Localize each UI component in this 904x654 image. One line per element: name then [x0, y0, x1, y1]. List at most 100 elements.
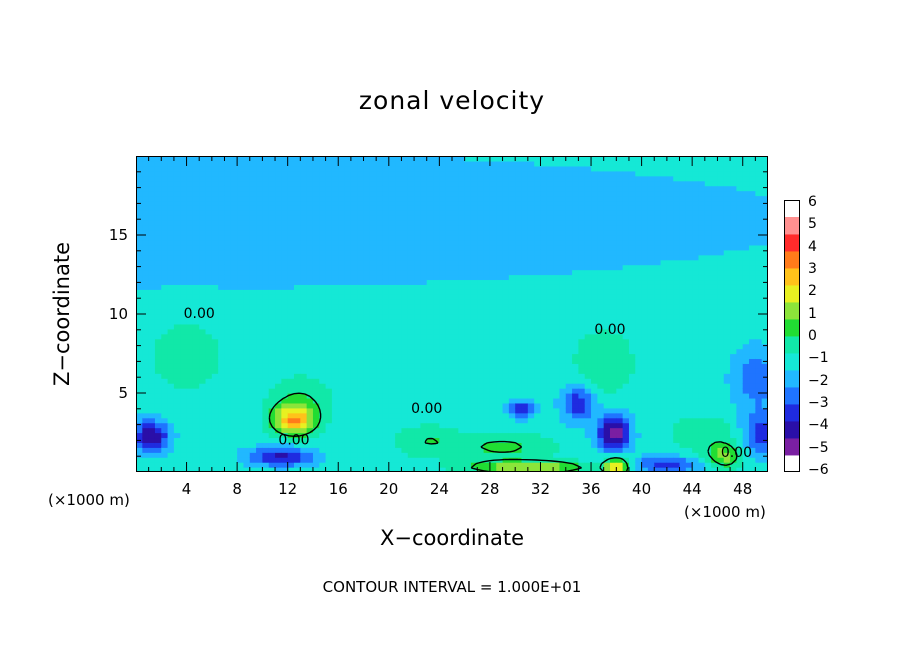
- heatmap-cell: [382, 156, 390, 162]
- heatmap-cell: [224, 333, 232, 340]
- heatmap-cell: [306, 353, 314, 360]
- heatmap-cell: [237, 368, 245, 374]
- heatmap-cell: [287, 427, 295, 434]
- heatmap-cell: [382, 353, 390, 360]
- heatmap-cell: [445, 160, 453, 167]
- heatmap-cell: [483, 170, 491, 177]
- heatmap-cell: [224, 427, 232, 434]
- heatmap-cell: [534, 373, 542, 379]
- heatmap-cell: [363, 393, 371, 399]
- heatmap-cell: [325, 467, 333, 472]
- heatmap-cell: [572, 259, 579, 266]
- heatmap-cell: [186, 259, 194, 266]
- heatmap-cell: [572, 185, 579, 192]
- heatmap-cell: [546, 230, 554, 236]
- heatmap-cell: [388, 269, 396, 276]
- heatmap-cell: [224, 304, 232, 310]
- heatmap-cell: [540, 200, 548, 206]
- heatmap-cell: [527, 190, 535, 197]
- heatmap-cell: [243, 383, 251, 389]
- heatmap-cell: [218, 309, 226, 315]
- heatmap-cell: [521, 156, 529, 162]
- heatmap-cell: [445, 269, 453, 276]
- heatmap-cell: [205, 402, 213, 409]
- heatmap-cell: [439, 397, 447, 404]
- heatmap-cell: [154, 289, 162, 295]
- heatmap-cell: [622, 215, 630, 221]
- heatmap-cell: [553, 294, 561, 300]
- heatmap-cell: [502, 254, 510, 261]
- heatmap-cell: [508, 304, 516, 310]
- heatmap-cell: [565, 304, 573, 310]
- heatmap-cell: [395, 160, 403, 167]
- heatmap-cell: [281, 239, 289, 246]
- heatmap-cell: [173, 338, 181, 345]
- heatmap-cell: [420, 249, 428, 256]
- heatmap-cell: [458, 195, 466, 202]
- heatmap-cell: [496, 175, 504, 182]
- heatmap-cell: [578, 309, 586, 315]
- heatmap-cell: [331, 299, 339, 305]
- heatmap-cell: [243, 200, 251, 206]
- heatmap-cell: [281, 309, 289, 315]
- heatmap-cell: [148, 165, 156, 172]
- heatmap-cell: [154, 156, 162, 162]
- heatmap-cell: [414, 284, 421, 290]
- heatmap-cell: [294, 393, 301, 399]
- heatmap-cell: [433, 279, 440, 285]
- heatmap-cell: [622, 442, 630, 448]
- heatmap-cell: [433, 363, 440, 369]
- heatmap-cell: [508, 338, 516, 345]
- heatmap-cell: [173, 254, 181, 261]
- heatmap-cell: [180, 422, 188, 429]
- heatmap-cell: [300, 452, 308, 458]
- heatmap-cell: [470, 294, 478, 300]
- heatmap-cell: [205, 383, 213, 389]
- heatmap-cell: [527, 397, 535, 404]
- heatmap-cell: [407, 368, 415, 374]
- heatmap-cell: [401, 358, 409, 364]
- heatmap-cell: [584, 254, 592, 261]
- heatmap-cell: [401, 338, 409, 345]
- heatmap-cell: [502, 284, 510, 290]
- heatmap-cell: [458, 462, 466, 468]
- heatmap-cell: [414, 452, 421, 458]
- heatmap-cell: [142, 225, 150, 231]
- heatmap-cell: [173, 452, 181, 458]
- heatmap-cell: [294, 190, 301, 197]
- heatmap-cell: [540, 235, 548, 241]
- heatmap-cell: [325, 210, 333, 216]
- heatmap-cell: [211, 388, 219, 394]
- heatmap-cell: [173, 160, 181, 167]
- heatmap-cell: [306, 215, 314, 221]
- heatmap-cell: [578, 269, 586, 276]
- heatmap-cell: [388, 323, 396, 330]
- heatmap-cell: [230, 358, 238, 364]
- heatmap-cell: [294, 299, 301, 305]
- heatmap-cell: [628, 467, 636, 472]
- heatmap-cell: [287, 279, 295, 285]
- heatmap-cell: [306, 402, 314, 409]
- heatmap-cell: [167, 417, 175, 424]
- heatmap-cell: [142, 383, 150, 389]
- heatmap-cell: [237, 393, 245, 399]
- heatmap-cell: [148, 402, 156, 409]
- heatmap-cell: [312, 402, 320, 409]
- heatmap-cell: [445, 412, 453, 419]
- heatmap-cell: [534, 215, 542, 221]
- heatmap-cell: [256, 427, 263, 434]
- heatmap-cell: [527, 447, 535, 453]
- heatmap-cell: [142, 388, 150, 394]
- heatmap-cell: [603, 235, 611, 241]
- heatmap-cell: [287, 323, 295, 330]
- heatmap-cell: [433, 235, 440, 241]
- heatmap-cell: [344, 373, 352, 379]
- heatmap-cell: [382, 422, 390, 429]
- heatmap-cell: [230, 432, 238, 439]
- heatmap-cell: [148, 422, 156, 429]
- heatmap-cell: [167, 254, 175, 261]
- heatmap-cell: [275, 467, 282, 472]
- heatmap-cell: [294, 205, 301, 211]
- heatmap-cell: [426, 274, 434, 281]
- heatmap-cell: [521, 289, 529, 295]
